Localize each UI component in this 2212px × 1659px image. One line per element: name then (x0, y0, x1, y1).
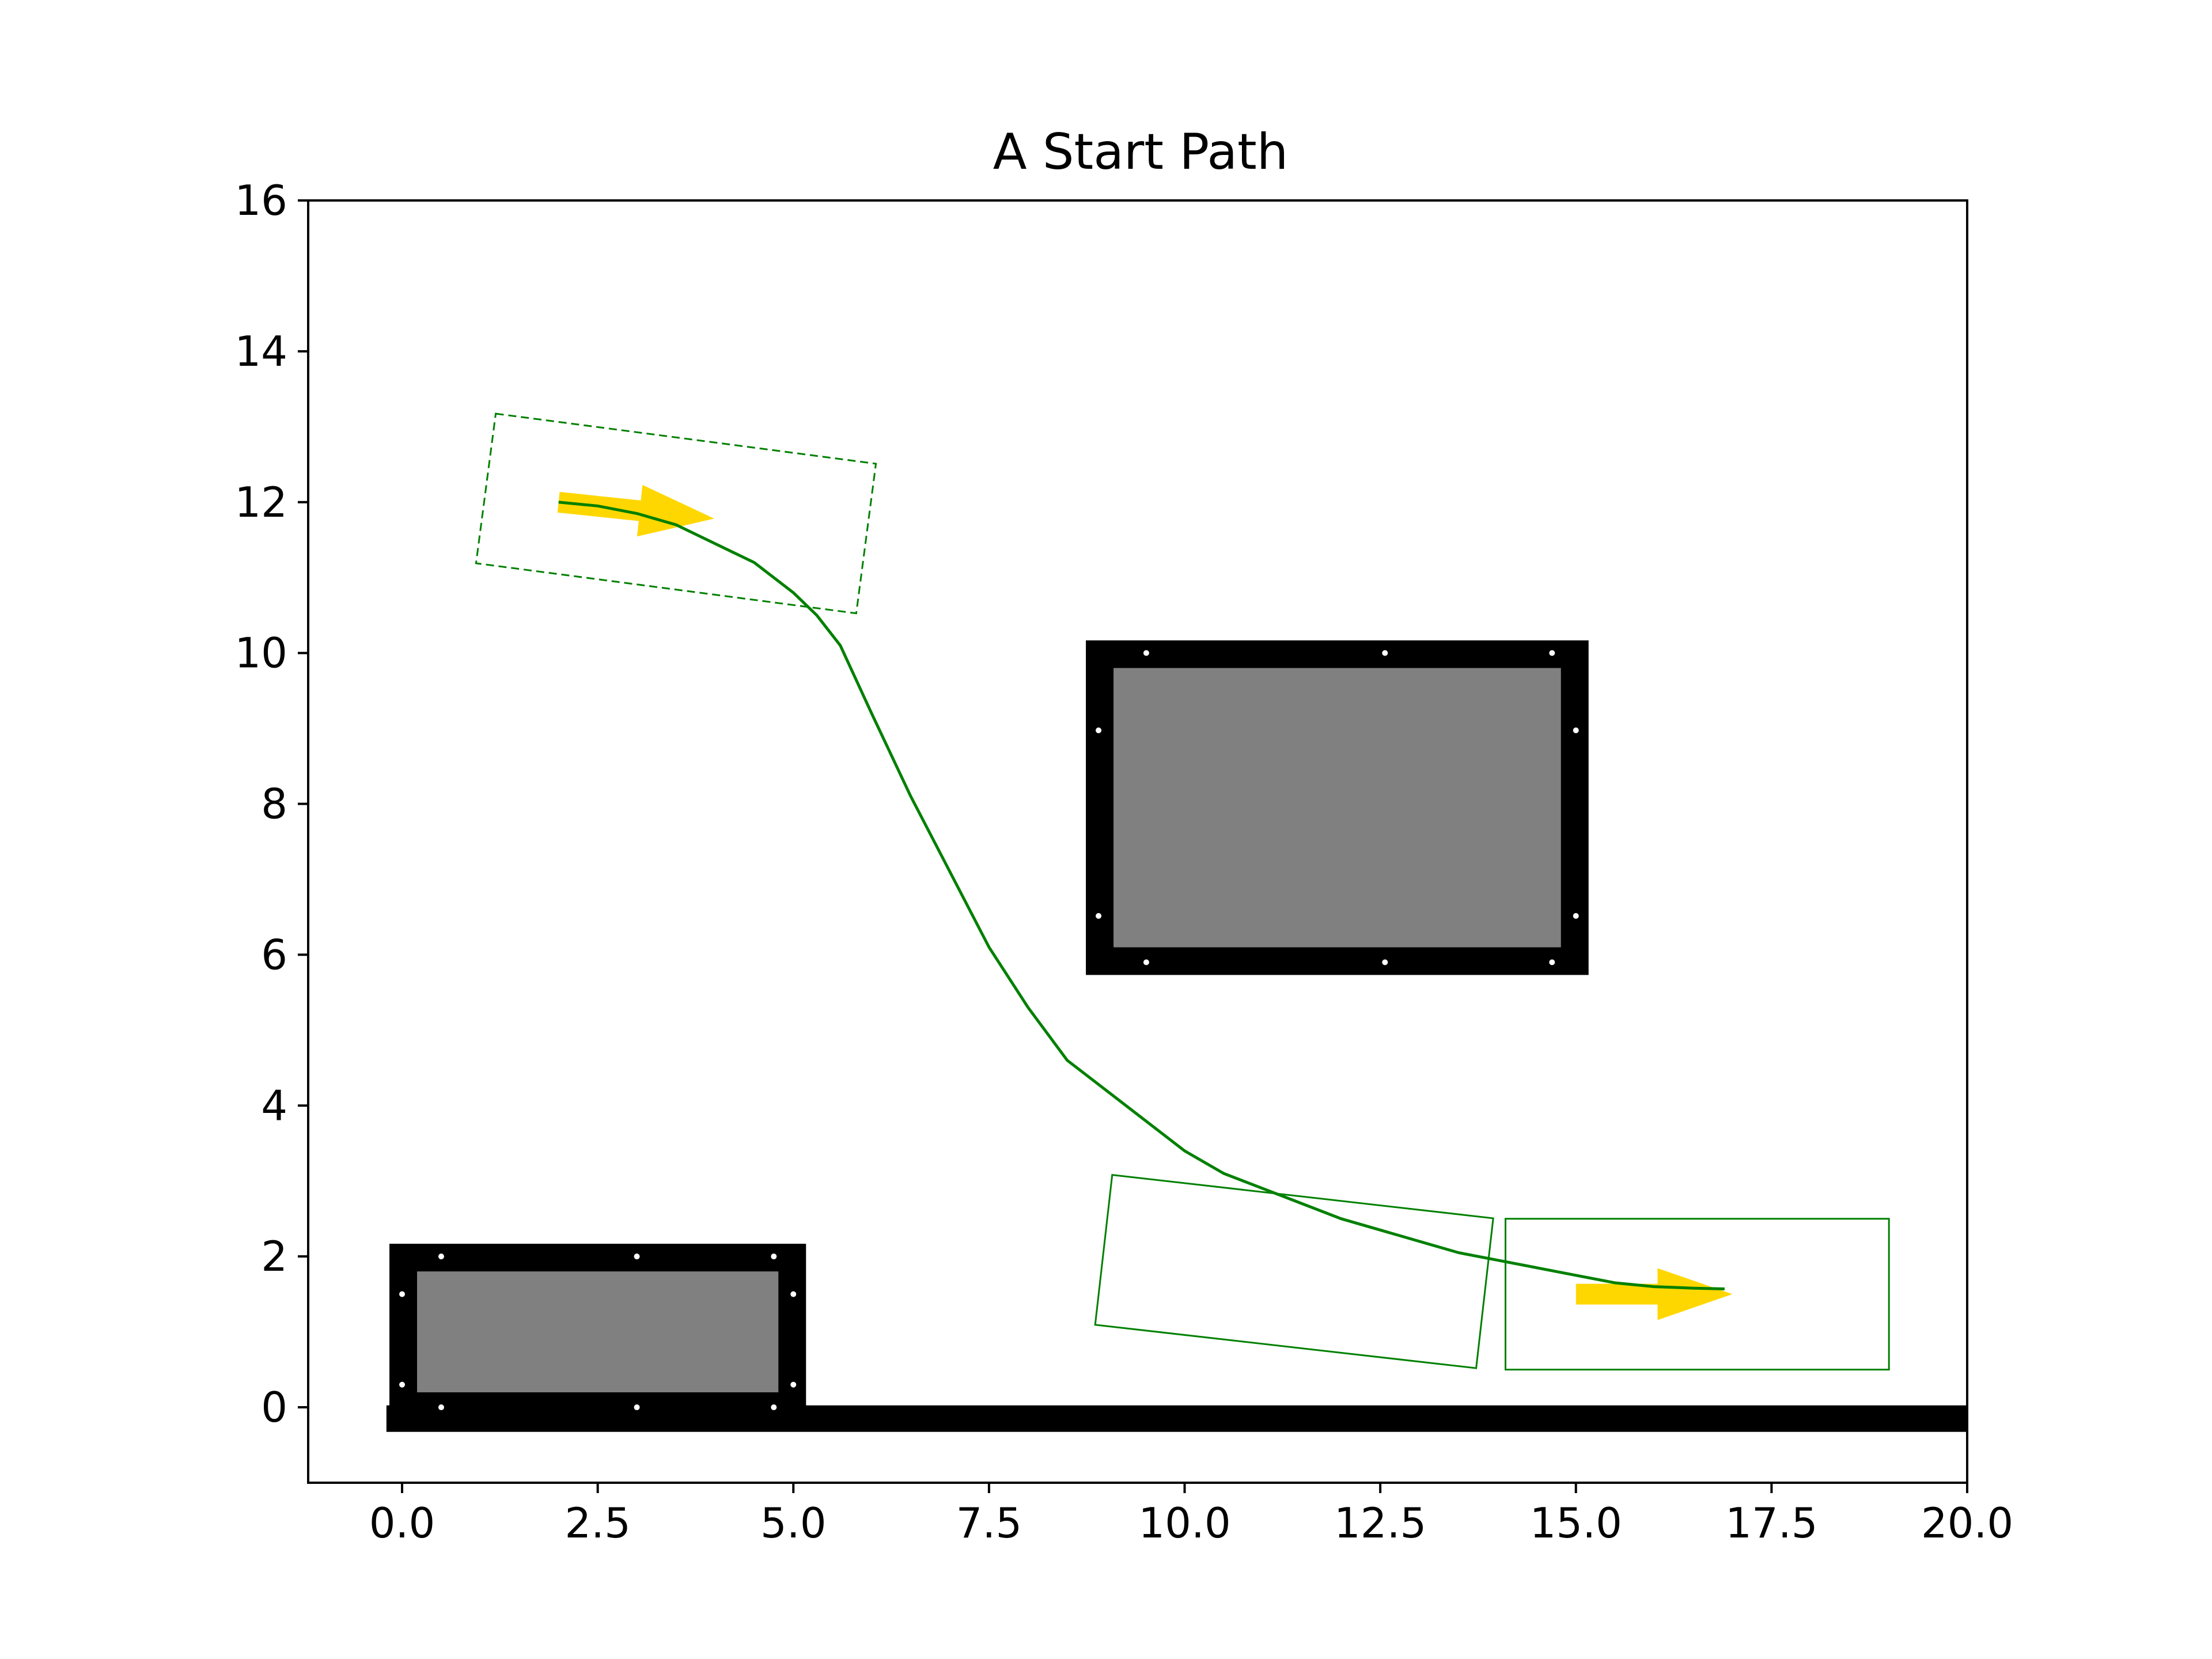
obstacle (1086, 640, 1589, 975)
obstacle-marker (1382, 959, 1388, 965)
obstacle-marker (790, 1381, 797, 1388)
x-tick-label: 5.0 (760, 1499, 827, 1547)
y-tick-label: 0 (261, 1383, 287, 1431)
x-tick-label: 0.0 (369, 1499, 435, 1547)
obstacle-marker (771, 1253, 777, 1260)
obstacle-marker (438, 1253, 444, 1260)
obstacle-marker (634, 1253, 640, 1260)
y-tick-label: 12 (234, 478, 287, 527)
x-tick-label: 15.0 (1530, 1499, 1622, 1547)
goal-arrow (1575, 1268, 1733, 1320)
obstacle-marker (1549, 959, 1555, 965)
y-tick-label: 2 (261, 1232, 287, 1281)
chart-title: A Start Path (993, 123, 1289, 181)
x-tick-label: 2.5 (565, 1499, 631, 1547)
obstacle-marker (1549, 650, 1555, 656)
y-tick-label: 4 (261, 1081, 287, 1130)
obstacle-marker (1382, 650, 1388, 656)
obstacle (389, 1244, 806, 1421)
plot-frame (307, 199, 1968, 1484)
obstacle-fill (1113, 668, 1561, 948)
x-tick-label: 12.5 (1334, 1499, 1426, 1547)
start-arrow (557, 484, 714, 537)
obstacle-marker (634, 1404, 640, 1411)
path-line (558, 501, 1725, 1290)
obstacle-marker (1096, 727, 1102, 733)
y-tick-label: 16 (234, 176, 287, 225)
vehicle-box (1094, 1173, 1494, 1369)
obstacle-marker (1573, 727, 1579, 733)
obstacle-fill (417, 1271, 779, 1393)
x-tick-label: 17.5 (1725, 1499, 1817, 1547)
x-tick-label: 7.5 (956, 1499, 1022, 1547)
x-tick-label: 20.0 (1921, 1499, 2013, 1547)
obstacle-marker (1143, 650, 1149, 656)
vehicle-box (1505, 1218, 1890, 1371)
obstacle-marker (399, 1291, 406, 1297)
y-tick-label: 8 (261, 780, 287, 828)
y-axis: 0 2 4 6 8 10 12 14 16 (234, 176, 308, 1431)
x-axis: 0.0 2.5 5.0 7.5 10.0 12.5 15.0 17.5 20.0 (369, 1483, 2013, 1547)
obstacle-marker (1096, 912, 1102, 919)
obstacle-marker (1573, 912, 1579, 919)
obstacle-marker (399, 1381, 406, 1388)
x-tick-label: 10.0 (1138, 1499, 1230, 1547)
y-tick-label: 10 (234, 629, 287, 677)
vehicle-box (475, 412, 877, 615)
obstacle-marker (790, 1291, 797, 1297)
obstacle-marker (438, 1404, 444, 1411)
obstacle-marker (771, 1404, 777, 1411)
obstacle-marker (1143, 959, 1149, 965)
plot-area (386, 412, 1967, 1432)
y-tick-label: 6 (261, 930, 287, 979)
y-tick-label: 14 (234, 327, 287, 376)
